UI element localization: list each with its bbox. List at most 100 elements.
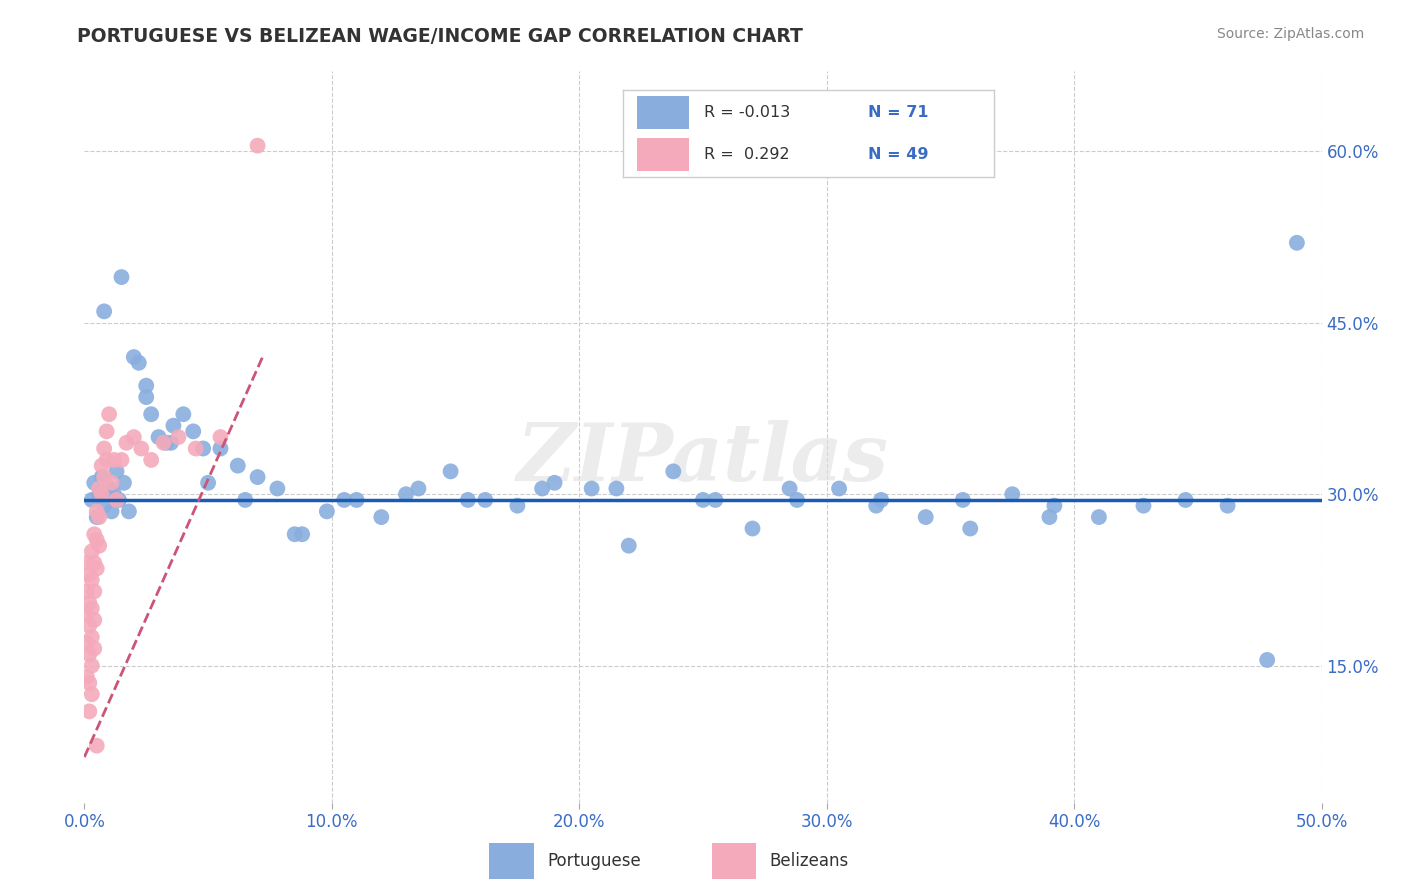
Point — [108, 492, 131, 507]
Point — [1285, 235, 1308, 250]
Point — [122, 350, 145, 364]
Point — [80, 573, 103, 587]
Point — [76, 556, 98, 570]
Point — [439, 464, 461, 478]
Point — [122, 430, 145, 444]
Point — [89, 487, 111, 501]
Point — [103, 487, 125, 501]
Point — [100, 504, 122, 518]
Point — [284, 527, 307, 541]
Point — [98, 482, 121, 496]
Point — [786, 492, 808, 507]
Point — [152, 435, 174, 450]
Point — [80, 687, 103, 701]
Point — [865, 499, 887, 513]
Point — [209, 442, 232, 456]
Point — [80, 630, 103, 644]
Point — [105, 464, 128, 478]
Point — [90, 470, 112, 484]
Point — [959, 521, 981, 535]
Text: Source: ZipAtlas.com: Source: ZipAtlas.com — [1216, 27, 1364, 41]
Point — [76, 636, 98, 650]
Point — [90, 458, 112, 473]
Point — [246, 470, 269, 484]
Point — [96, 425, 118, 439]
Point — [135, 390, 157, 404]
Point — [79, 596, 101, 610]
Point — [1174, 492, 1197, 507]
Point — [828, 482, 851, 496]
Point — [89, 510, 111, 524]
Point — [370, 510, 392, 524]
Point — [83, 584, 105, 599]
Point — [83, 641, 105, 656]
Point — [155, 435, 177, 450]
Point — [86, 510, 108, 524]
Point — [457, 492, 479, 507]
Point — [531, 482, 554, 496]
Point — [76, 584, 98, 599]
Point — [110, 270, 132, 285]
Point — [110, 453, 132, 467]
Point — [93, 304, 115, 318]
Point — [181, 425, 204, 439]
Point — [704, 492, 727, 507]
Point — [148, 430, 170, 444]
Point — [246, 138, 269, 153]
Point — [662, 464, 685, 478]
Point — [80, 544, 103, 558]
Point — [90, 487, 112, 501]
Point — [83, 556, 105, 570]
Point — [172, 407, 194, 421]
Point — [605, 482, 627, 496]
Point — [315, 504, 337, 518]
Point — [160, 435, 183, 450]
Point — [1088, 510, 1111, 524]
Point — [506, 499, 529, 513]
Point — [346, 492, 368, 507]
Point — [952, 492, 974, 507]
Point — [408, 482, 430, 496]
Point — [1256, 653, 1278, 667]
Point — [914, 510, 936, 524]
Text: ZIPatlas: ZIPatlas — [517, 420, 889, 498]
Point — [1043, 499, 1066, 513]
Point — [89, 539, 111, 553]
Point — [581, 482, 603, 496]
Point — [112, 475, 135, 490]
Point — [779, 482, 801, 496]
Point — [93, 499, 115, 513]
Point — [76, 670, 98, 684]
Text: PORTUGUESE VS BELIZEAN WAGE/INCOME GAP CORRELATION CHART: PORTUGUESE VS BELIZEAN WAGE/INCOME GAP C… — [77, 27, 803, 45]
Point — [79, 675, 101, 690]
Point — [115, 435, 138, 450]
Point — [184, 442, 207, 456]
Point — [86, 533, 108, 547]
Point — [80, 601, 103, 615]
Point — [86, 739, 108, 753]
Point — [141, 453, 163, 467]
Point — [79, 618, 101, 632]
Point — [395, 487, 418, 501]
Point — [209, 430, 232, 444]
Point — [266, 482, 288, 496]
Point — [333, 492, 356, 507]
Point — [870, 492, 893, 507]
Point — [1001, 487, 1024, 501]
Point — [167, 430, 190, 444]
Point — [79, 567, 101, 582]
Point — [118, 504, 141, 518]
Point — [79, 647, 101, 661]
Point — [76, 607, 98, 622]
Point — [1132, 499, 1154, 513]
Point — [291, 527, 314, 541]
Point — [617, 539, 640, 553]
Point — [96, 453, 118, 467]
Point — [100, 475, 122, 490]
Point — [98, 407, 121, 421]
Point — [1038, 510, 1060, 524]
Point — [162, 418, 184, 433]
Point — [543, 475, 565, 490]
Point — [83, 475, 105, 490]
Point — [474, 492, 496, 507]
